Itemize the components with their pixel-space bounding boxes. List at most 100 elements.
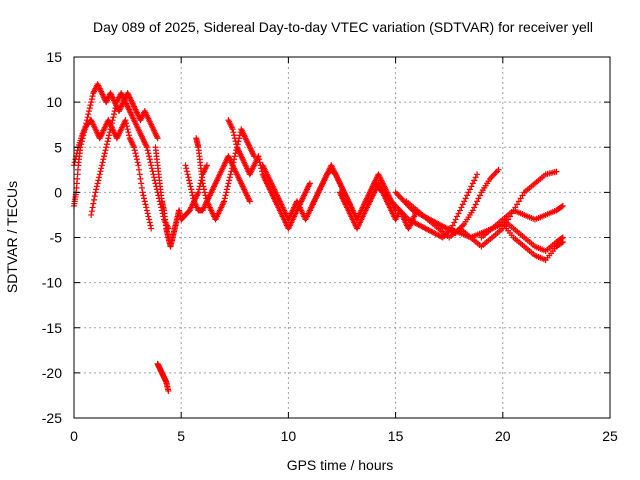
data-point	[147, 222, 154, 229]
y-tick-label: -25	[42, 410, 62, 426]
data-point	[187, 183, 194, 190]
data-point	[558, 203, 565, 210]
data-point	[88, 208, 95, 215]
data-point	[82, 123, 89, 130]
data-point	[226, 177, 233, 184]
y-tick-label: -20	[42, 365, 62, 381]
data-point	[84, 114, 91, 121]
data-point	[148, 165, 155, 172]
y-tick-label: 5	[54, 139, 62, 155]
data-point	[223, 186, 230, 193]
data-point	[233, 141, 240, 148]
data-point	[200, 183, 207, 190]
y-tick-label: -15	[42, 320, 62, 336]
data-point	[145, 150, 152, 157]
data-point	[113, 102, 120, 109]
data-point	[472, 201, 479, 208]
data-point	[78, 141, 85, 148]
data-point	[141, 195, 148, 202]
data-point	[451, 219, 458, 226]
series-arc-early-3	[88, 90, 172, 232]
data-point	[183, 168, 190, 175]
x-tick-label: 25	[602, 428, 618, 444]
data-point	[517, 195, 524, 202]
data-point	[91, 193, 98, 200]
data-point	[246, 198, 253, 205]
data-point	[102, 147, 109, 154]
data-point	[78, 138, 85, 145]
data-point	[229, 126, 236, 133]
data-point	[131, 144, 138, 151]
data-point	[89, 93, 96, 100]
data-point	[165, 387, 172, 394]
data-point	[231, 132, 238, 139]
data-point	[97, 168, 104, 175]
data-point	[151, 174, 158, 181]
data-point	[81, 126, 88, 133]
data-point	[142, 201, 149, 208]
y-tick-label: 0	[54, 184, 62, 200]
data-point	[472, 174, 479, 181]
data-point	[132, 150, 139, 157]
data-point	[182, 162, 189, 169]
data-point	[140, 192, 147, 199]
x-tick-label: 0	[70, 428, 78, 444]
data-point	[133, 156, 140, 163]
series-arc-outlier	[154, 360, 172, 394]
data-point	[136, 166, 143, 173]
data-point	[461, 198, 468, 205]
data-point	[146, 153, 153, 160]
data-point	[201, 186, 208, 193]
data-point	[107, 126, 114, 133]
data-point	[221, 198, 228, 205]
data-point	[91, 196, 98, 203]
data-point	[96, 174, 103, 181]
data-point	[465, 189, 472, 196]
data-point	[137, 175, 144, 182]
data-point	[144, 147, 151, 154]
data-point	[86, 105, 93, 112]
data-point	[131, 147, 138, 154]
data-point	[83, 120, 90, 127]
data-point	[101, 150, 108, 157]
x-tick-label: 20	[495, 428, 511, 444]
data-point	[108, 120, 115, 127]
x-axis-label: GPS time / hours	[287, 457, 394, 473]
data-point	[186, 177, 193, 184]
data-point	[475, 195, 482, 202]
data-point	[221, 195, 228, 202]
data-point	[134, 159, 141, 166]
data-point	[203, 162, 210, 169]
data-point	[146, 156, 153, 163]
data-point	[148, 225, 155, 232]
data-point	[81, 129, 88, 136]
data-point	[514, 201, 521, 208]
data-point	[108, 123, 115, 130]
data-point	[231, 135, 238, 142]
data-point	[519, 192, 526, 199]
data-point	[136, 171, 143, 178]
data-point	[106, 132, 113, 139]
series-arc-late-1	[371, 171, 481, 241]
data-point	[90, 200, 97, 207]
data-point	[109, 117, 116, 124]
data-point	[93, 186, 100, 193]
data-point	[133, 153, 140, 160]
data-point	[94, 180, 101, 187]
data-point	[88, 211, 95, 218]
data-point	[452, 216, 459, 223]
data-point	[87, 102, 94, 109]
data-point	[185, 174, 192, 181]
data-point	[111, 111, 118, 118]
data-point	[145, 213, 152, 220]
data-point	[148, 162, 155, 169]
data-point	[232, 138, 239, 145]
data-point	[106, 129, 113, 136]
data-point	[495, 166, 502, 173]
data-point	[456, 207, 463, 214]
data-point	[223, 189, 230, 196]
data-point	[454, 213, 461, 220]
data-point	[111, 108, 118, 115]
data-point	[199, 180, 206, 187]
